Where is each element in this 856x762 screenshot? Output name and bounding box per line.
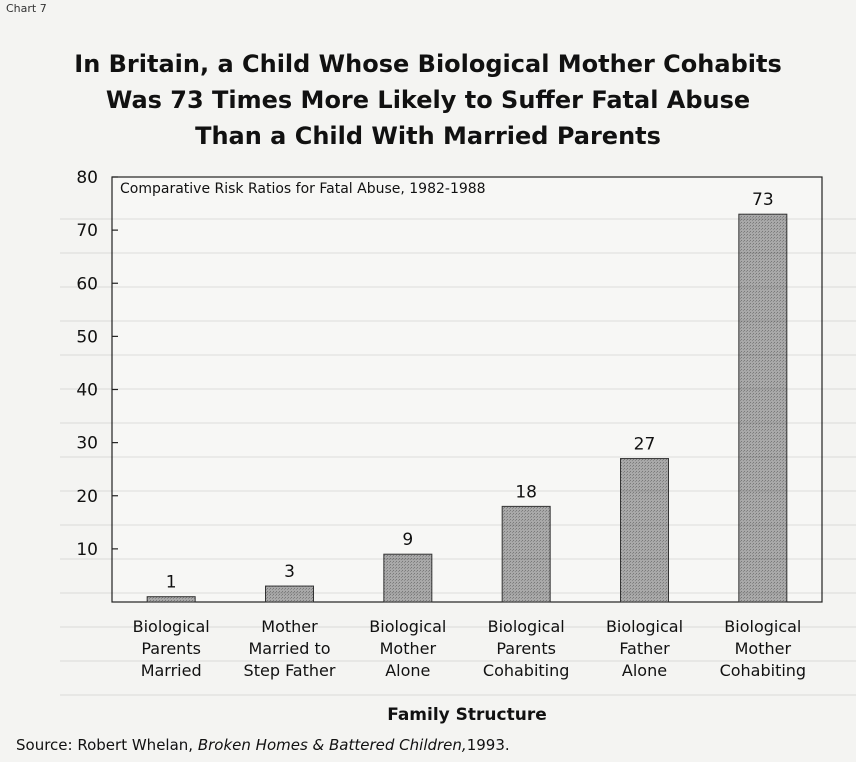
source-prefix: Source: <box>16 736 73 754</box>
scan-bleed-line <box>60 694 856 696</box>
x-category-label: Mother Married to Step Father <box>244 617 336 680</box>
y-tick-label: 30 <box>76 434 98 454</box>
bar-series: 1 3 9 18 27 73 <box>146 190 788 603</box>
source-author: Robert Whelan, <box>77 736 194 754</box>
bar <box>146 596 196 603</box>
headline-line-2: Was 73 Times More Likely to Suffer Fatal… <box>105 86 751 114</box>
y-tick-label: 50 <box>76 327 98 347</box>
scan-bleed-line <box>60 456 856 458</box>
y-tick-label: 10 <box>76 540 98 560</box>
scan-bleed-line <box>60 524 856 526</box>
scan-bleed-line <box>60 218 856 220</box>
headline-line-3: Than a Child With Married Parents <box>195 122 661 150</box>
scan-bleed-line <box>60 354 856 356</box>
scan-bleed-line <box>60 660 856 662</box>
y-tick-label: 60 <box>76 274 98 294</box>
y-tick-label: 20 <box>76 487 98 507</box>
bar <box>620 458 669 603</box>
bar-data-label: 18 <box>515 482 537 502</box>
bar-data-label: 73 <box>752 190 774 210</box>
source-note: Source: Robert Whelan, Broken Homes & Ba… <box>16 736 510 754</box>
y-tick-label: 80 <box>76 168 98 188</box>
y-tick-label: 70 <box>76 221 98 241</box>
scan-bleed-line <box>60 592 856 594</box>
scan-bleed-line <box>60 286 856 288</box>
bar <box>501 505 551 603</box>
scan-bleed-line <box>60 490 856 492</box>
source-year: 1993. <box>466 736 510 754</box>
x-category-label: Biological Mother Cohabiting <box>720 617 807 680</box>
plot-frame <box>111 176 823 603</box>
x-category-label: Biological Parents Cohabiting <box>483 617 570 680</box>
bar-data-label: 27 <box>634 435 656 455</box>
y-axis: 10 20 30 40 50 60 70 80 <box>76 168 118 560</box>
x-category-label: Biological Parents Married <box>133 617 210 680</box>
x-category-label: Biological Father Alone <box>606 617 683 680</box>
bar <box>265 585 314 603</box>
headline-line-1: In Britain, a Child Whose Biological Mot… <box>74 50 782 78</box>
scan-bleed-line <box>60 320 856 322</box>
scan-bleed-line <box>60 252 856 254</box>
chart-headline: In Britain, a Child Whose Biological Mot… <box>0 46 856 154</box>
source-work: Broken Homes & Battered Children, <box>197 736 467 754</box>
chart-subtitle: Comparative Risk Ratios for Fatal Abuse,… <box>120 181 486 197</box>
bar-data-label: 1 <box>166 573 177 593</box>
x-category-label: Biological Mother Alone <box>369 617 446 680</box>
y-tick-label: 40 <box>76 381 98 401</box>
bar <box>738 213 788 603</box>
bar-data-label: 3 <box>284 562 295 582</box>
scan-bleed-line <box>60 422 856 424</box>
page-tag: Chart 7 <box>6 2 47 15</box>
x-axis-categories: Biological Parents Married Mother Married to… <box>133 617 806 680</box>
bar-data-label: 9 <box>402 530 413 550</box>
scan-bleed-line <box>60 626 856 628</box>
x-axis-title: Family Structure <box>387 705 547 725</box>
scan-bleed-line <box>60 388 856 390</box>
scan-bleed-line <box>60 558 856 560</box>
bar <box>383 553 433 603</box>
